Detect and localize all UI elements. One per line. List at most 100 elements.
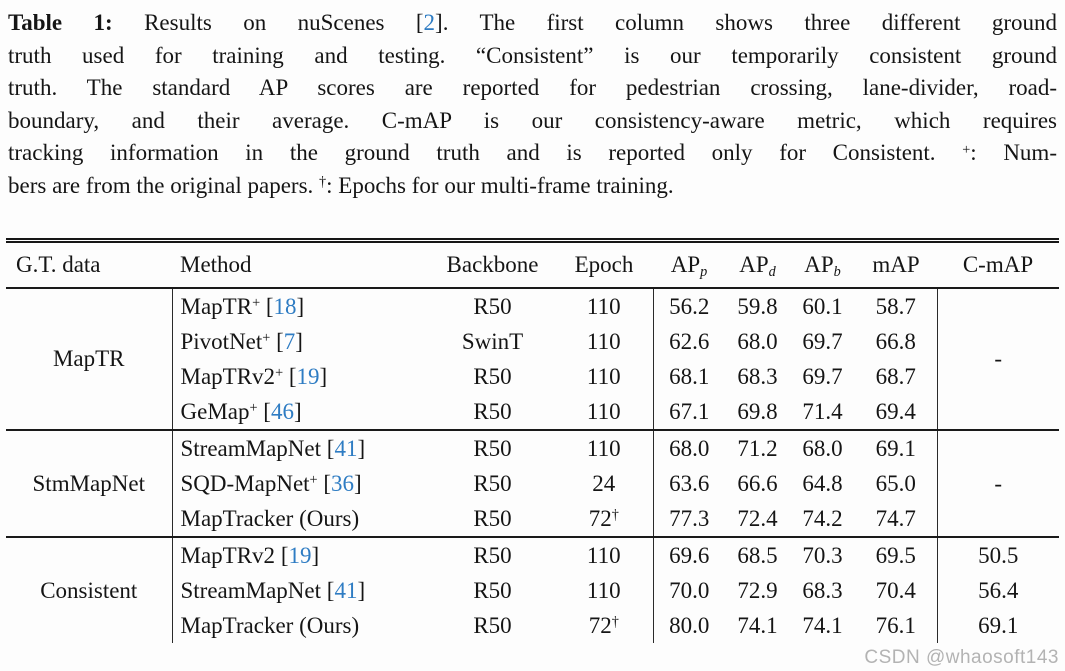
ap-p-cell: 56.2: [652, 288, 725, 324]
method-cell: MapTRv2+ [19]: [180, 363, 328, 389]
map-cell: 69.5: [875, 542, 916, 568]
plus-symbol: +: [252, 295, 261, 312]
map-cell: 66.8: [875, 328, 916, 354]
backbone-cell: R50: [473, 470, 512, 496]
backbone-cell: R50: [473, 542, 512, 568]
gt-label: MapTR: [6, 288, 173, 430]
ap-p-cell: 68.0: [652, 430, 725, 466]
ap-p-cell: 68.1: [652, 359, 725, 394]
table-row: MapTRv2+ [19] R50 110 68.1 68.3 69.7 68.…: [6, 359, 1059, 394]
ap-p-cell: 77.3: [652, 501, 725, 537]
ap-p-cell: 62.6: [652, 324, 725, 359]
ap-b-cell: 69.7: [802, 328, 843, 354]
col-header-ap-p: APp: [653, 243, 725, 289]
ap-p-cell: 63.6: [652, 466, 725, 501]
caption-line-3: truth. The standard AP scores are report…: [8, 75, 1057, 100]
epoch-cell: 110: [586, 398, 621, 424]
table-caption: Table 1: Results on nuScenes [2]. The fi…: [8, 7, 1057, 202]
citation-link[interactable]: 41: [334, 435, 358, 461]
results-table: G.T. data Method Backbone Epoch APp APd …: [6, 243, 1059, 643]
epoch-cell: 110: [586, 363, 621, 389]
epoch-cell: 72†: [588, 505, 619, 531]
method-cell: StreamMapNet [41]: [180, 577, 366, 603]
map-cell: 69.4: [875, 398, 916, 424]
caption-text: Results on nuScenes [: [112, 10, 424, 35]
map-cell: 74.7: [875, 505, 916, 531]
plus-symbol: +: [309, 472, 318, 489]
citation-link[interactable]: 36: [331, 470, 355, 496]
map-cell: 58.7: [875, 293, 916, 319]
backbone-cell: R50: [473, 577, 512, 603]
ap-d-cell: 69.8: [737, 398, 778, 424]
ap-b-cell: 71.4: [802, 398, 843, 424]
ap-b-cell: 74.1: [802, 612, 843, 638]
caption-label: Table 1:: [8, 10, 113, 35]
col-header-backbone: Backbone: [430, 243, 555, 289]
caption-line-5: tracking information in the ground truth…: [8, 137, 1057, 170]
epoch-cell: 24: [592, 470, 616, 496]
citation-link[interactable]: 7: [283, 328, 296, 354]
ap-p-cell: 80.0: [652, 608, 725, 643]
caption-text: tracking information in the ground truth…: [8, 140, 963, 165]
caption-text: : Epochs for our multi-frame training.: [326, 172, 674, 198]
col-header-method: Method: [172, 243, 430, 289]
citation-link[interactable]: 18: [273, 293, 297, 319]
c-map-cell: 69.1: [936, 608, 1059, 643]
method-cell: SQD-MapNet+ [36]: [180, 470, 362, 496]
caption-line-4: boundary, and their average. C-mAP is ou…: [8, 107, 1057, 133]
map-cell: 69.1: [875, 435, 916, 461]
col-header-ap-b: APb: [790, 243, 855, 289]
ap-b-cell: 74.2: [802, 505, 843, 531]
table-row: MapTR MapTR+ [18] R50 110 56.2 59.8 60.1…: [6, 288, 1059, 430]
caption-text: : Num-: [970, 140, 1057, 165]
method-cell: PivotNet+ [7]: [180, 328, 303, 354]
backbone-cell: SwinT: [461, 328, 524, 354]
table-row: MapTracker (Ours) R50 72† 77.3 72.4 74.2…: [6, 501, 1059, 537]
ap-d-cell: 71.2: [737, 435, 778, 461]
plus-symbol: +: [275, 365, 284, 382]
method-cell: MapTRv2 [19]: [180, 542, 320, 568]
method-cell: StreamMapNet [41]: [180, 435, 366, 461]
col-header-gt-data: G.T. data: [6, 243, 172, 289]
citation-link[interactable]: 19: [288, 542, 312, 568]
epoch-cell: 110: [586, 577, 621, 603]
c-map-cell: -: [936, 430, 1059, 537]
csdn-watermark: CSDN @whaosoft143: [864, 647, 1059, 668]
dagger-symbol: †: [319, 174, 327, 191]
ap-b-cell: 64.8: [802, 470, 843, 496]
caption-line-2: truth used for training and testing. “Co…: [8, 42, 1057, 68]
ap-d-cell: 68.5: [737, 542, 778, 568]
table-row: Consistent MapTRv2 [19] R50 110 69.6 68.…: [6, 537, 1059, 643]
results-table-wrap: G.T. data Method Backbone Epoch APp APd …: [6, 238, 1059, 643]
ap-p-cell: 67.1: [652, 394, 725, 430]
c-map-cell: -: [936, 288, 1059, 430]
citation-link[interactable]: 46: [270, 398, 294, 424]
ap-b-cell: 68.0: [802, 435, 843, 461]
ap-b-cell: 68.3: [802, 577, 843, 603]
epoch-cell: 72†: [588, 612, 619, 638]
col-header-ap-d: APd: [725, 243, 790, 289]
gt-label: StmMapNet: [6, 430, 173, 537]
caption-line-1: Table 1: Results on nuScenes [2]. The fi…: [8, 7, 1057, 40]
ap-d-cell: 72.9: [737, 577, 778, 603]
method-cell: MapTracker (Ours): [180, 505, 360, 531]
plus-symbol: +: [262, 330, 271, 347]
citation-link[interactable]: 19: [296, 363, 320, 389]
method-cell: MapTR+ [18]: [180, 293, 305, 319]
plus-symbol: +: [962, 141, 971, 158]
ap-p-cell: 70.0: [652, 573, 725, 608]
ap-d-cell: 59.8: [737, 293, 778, 319]
table-row: StmMapNet StreamMapNet [41] R50 110 68.0…: [6, 430, 1059, 537]
epoch-cell: 110: [586, 293, 621, 319]
map-cell: 70.4: [875, 577, 916, 603]
ap-b-cell: 60.1: [802, 293, 843, 319]
ap-d-cell: 72.4: [737, 505, 778, 531]
col-header-epoch: Epoch: [555, 243, 653, 289]
col-header-c-map: C-mAP: [937, 243, 1059, 289]
group-consistent: Consistent MapTRv2 [19] R50 110 69.6 68.…: [6, 537, 1059, 643]
table-row: StreamMapNet [41] R50 110 70.0 72.9 68.3…: [6, 573, 1059, 608]
dagger-symbol: †: [611, 507, 619, 524]
map-cell: 65.0: [875, 470, 916, 496]
citation-link[interactable]: 41: [334, 577, 358, 603]
citation-link[interactable]: 2: [423, 10, 436, 35]
